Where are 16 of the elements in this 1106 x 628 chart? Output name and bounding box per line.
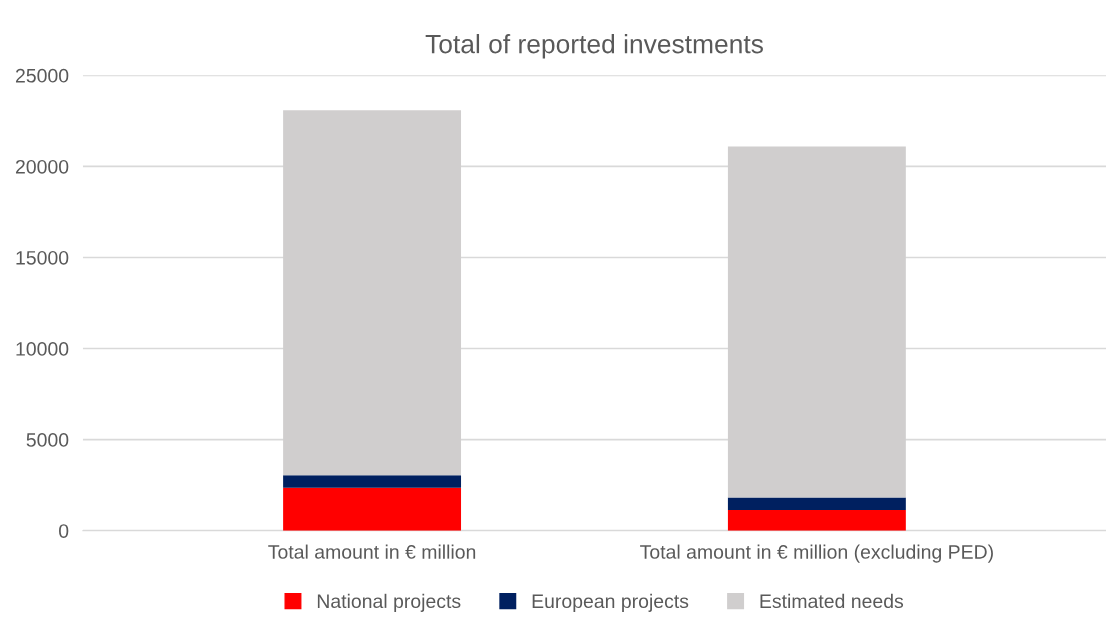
- y-tick-label: 10000: [16, 342, 69, 356]
- y-tick-label: 20000: [15, 159, 69, 174]
- x-tick-label: Total amount in € million: [268, 544, 476, 559]
- bar: [283, 475, 462, 488]
- y-tick-label: 15000: [16, 250, 69, 265]
- bar: [727, 509, 906, 531]
- y-tick-label: 5000: [26, 433, 69, 447]
- legend-label: National projects: [317, 593, 461, 612]
- chart-title: Total of reported investments: [425, 34, 763, 59]
- legend-label: European projects: [532, 593, 689, 612]
- x-tick-label: Total amount in € million (excluding PED): [640, 544, 993, 563]
- bar: [283, 487, 462, 531]
- y-tick-label: 25000: [15, 68, 69, 83]
- y-tick-label: 0: [59, 524, 69, 538]
- legend-label: Estimated needs: [760, 593, 904, 609]
- bar: [727, 497, 906, 510]
